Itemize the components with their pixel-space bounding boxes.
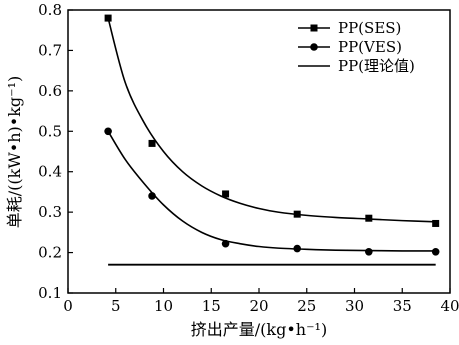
point-ves [221,239,230,248]
legend-marker-ses [310,24,318,32]
y-tick-label: 0.2 [38,244,62,262]
point-ves [431,247,440,256]
point-ses [222,190,230,198]
point-ses [293,210,301,218]
point-ses [148,139,156,147]
legend: PP(SES)PP(VES)PP(理论值) [298,19,415,75]
x-tick-label: 25 [297,297,316,315]
legend-marker-ves [310,43,318,51]
y-tick-label: 0.1 [38,284,62,302]
x-tick-label: 40 [440,297,459,315]
point-ses [104,14,112,22]
point-ses [365,214,373,222]
y-tick-label: 0.5 [38,122,62,140]
point-ves [293,244,302,253]
y-tick-label: 0.4 [38,163,62,181]
legend-label-ses: PP(SES) [338,19,401,37]
y-tick-label: 0.8 [38,1,62,19]
x-tick-label: 30 [345,297,364,315]
x-tick-label: 20 [249,297,268,315]
y-axis-label: 单耗/((kW•h)•kg⁻¹) [5,76,24,228]
x-tick-label: 10 [154,297,173,315]
y-tick-label: 0.3 [38,203,62,221]
legend-label-theory: PP(理论值) [338,57,415,75]
point-ves [148,192,156,200]
legend-label-ves: PP(VES) [338,38,402,56]
x-tick-label: 15 [202,297,221,315]
y-axis-ticks: 0.1 0.2 0.3 0.4 0.5 0.6 0.7 0.8 [38,1,73,302]
x-axis-ticks: 0 5 10 15 20 25 30 35 40 [63,288,459,315]
point-ses [432,219,440,227]
point-ves [104,127,112,136]
fit-curve-ses [107,17,436,223]
x-axis-label: 挤出产量/(kg•h⁻¹) [191,320,327,339]
x-tick-label: 0 [63,297,73,315]
y-tick-label: 0.7 [38,41,62,59]
series-layer [104,14,440,266]
x-tick-label: 5 [111,297,121,315]
x-tick-label: 35 [393,297,412,315]
y-tick-label: 0.6 [38,82,62,100]
point-ves [365,247,373,256]
fit-curve-ves [107,130,436,252]
